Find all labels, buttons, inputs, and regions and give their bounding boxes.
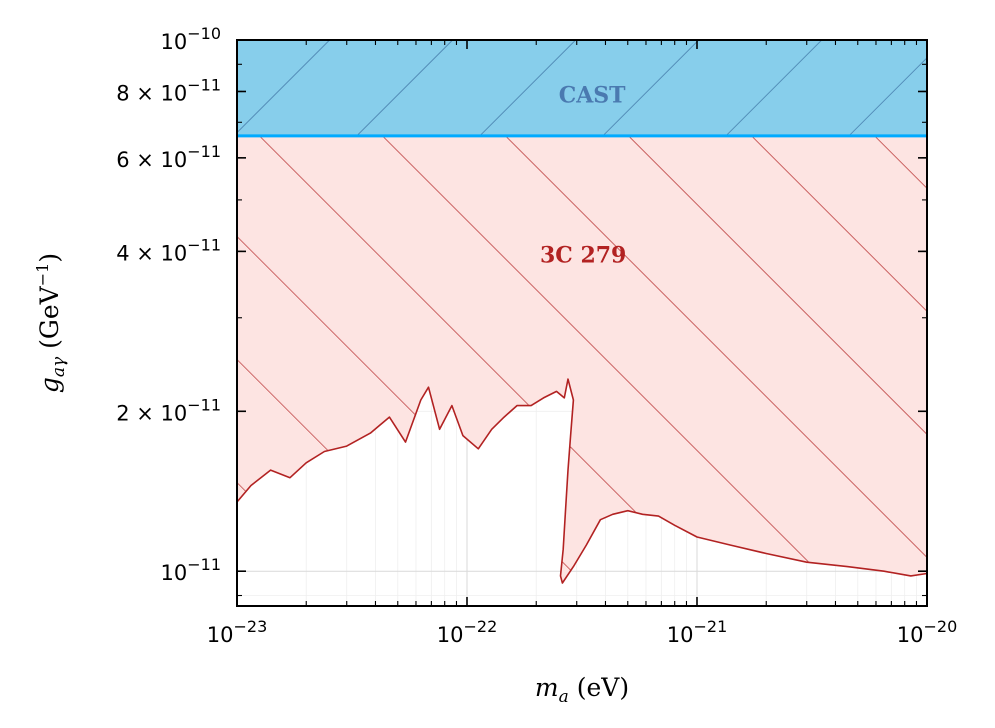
x-tick-label: 10−23 xyxy=(207,617,268,647)
x-tick-label: 10−21 xyxy=(667,617,728,647)
x-tick-label: 10−22 xyxy=(437,617,498,647)
y-tick-label: 10−11 xyxy=(161,555,222,585)
label-cast: CAST xyxy=(559,82,626,108)
region-3c279-hatch xyxy=(237,40,927,583)
label-3c279: 3C 279 xyxy=(540,242,626,268)
region-3c279-contour xyxy=(237,378,927,584)
y-axis-label: gaγ (GeV−1) xyxy=(33,253,69,393)
y-tick-label: 2 × 10−11 xyxy=(116,395,221,425)
x-tick-labels: 10−23 10−22 10−21 10−20 xyxy=(207,617,958,647)
plot-area xyxy=(237,40,927,606)
y-tick-label: 8 × 10−11 xyxy=(116,75,221,105)
x-axis-label: ma (eV) xyxy=(535,673,629,707)
band-cast-hatch xyxy=(237,40,927,136)
y-tick-label: 6 × 10−11 xyxy=(116,142,221,172)
plot-frame xyxy=(236,39,928,607)
y-tick-label: 4 × 10−11 xyxy=(116,235,221,265)
x-tick-label: 10−20 xyxy=(897,617,958,647)
y-tick-label: 10−10 xyxy=(161,24,222,54)
y-tick-labels: 10−11 2 × 10−11 4 × 10−11 6 × 10−11 8 × 10−1… xyxy=(116,24,221,585)
axis-ticks xyxy=(236,39,928,606)
